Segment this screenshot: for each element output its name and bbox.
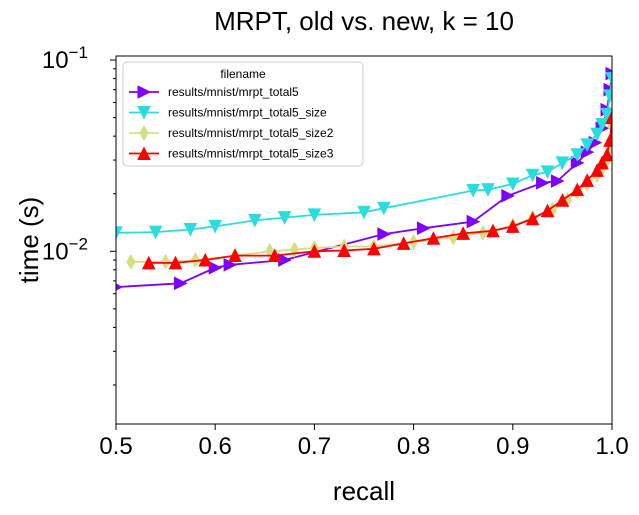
legend-marker (137, 85, 152, 99)
data-point (396, 236, 411, 250)
data-point (505, 219, 520, 233)
data-point (190, 252, 200, 269)
data-point (116, 226, 123, 240)
x-axis-label: recall (333, 476, 395, 506)
data-point (478, 224, 488, 241)
data-point (426, 231, 441, 245)
data-point (600, 147, 612, 162)
data-point (540, 203, 555, 218)
legend-entry: results/mnist/mrpt_total5_size2 (129, 124, 334, 142)
data-point (168, 255, 183, 270)
legend-label: results/mnist/mrpt_total5_size2 (168, 126, 334, 140)
data-point (466, 183, 480, 198)
x-tick-label: 0.6 (199, 433, 232, 460)
data-point (367, 241, 381, 256)
data-point (570, 148, 585, 162)
y-tick-label: 10−2 (42, 234, 88, 265)
data-point (536, 176, 550, 190)
data-point (603, 133, 612, 147)
data-point (501, 189, 515, 203)
data-point (603, 89, 612, 103)
data-point (448, 229, 458, 246)
legend-marker (137, 146, 151, 160)
data-point (357, 205, 371, 220)
data-point (173, 276, 188, 291)
series-4 (141, 110, 612, 270)
data-point (555, 156, 570, 170)
data-point (141, 255, 156, 270)
data-point (595, 118, 609, 132)
legend-entry: results/mnist/mrpt_total5_size (129, 106, 327, 120)
x-tick-label: 0.5 (99, 433, 132, 460)
data-point (148, 225, 163, 240)
x-tick-label: 0.9 (496, 433, 529, 460)
series-layer (116, 66, 612, 291)
data-point (116, 283, 124, 291)
data-point (555, 193, 570, 207)
data-point (126, 253, 136, 270)
data-point (307, 244, 322, 258)
data-point (228, 248, 242, 263)
data-point (505, 177, 520, 192)
data-point (267, 248, 282, 263)
data-point (417, 221, 431, 236)
data-point (590, 127, 604, 142)
data-point (208, 260, 223, 275)
data-point (550, 174, 565, 188)
axis-ticks: 0.5 0.6 0.7 0.8 0.9 1.0 10−2 10−1 (42, 43, 629, 460)
legend: filename results/mnist/mrpt_total5results… (122, 61, 364, 167)
series-2 (116, 72, 612, 240)
data-point (595, 155, 609, 170)
data-point (337, 243, 351, 257)
data-point (580, 173, 595, 187)
data-point (486, 223, 500, 238)
legend-label: results/mnist/mrpt_total5_size (168, 106, 327, 120)
data-point (466, 214, 481, 229)
legend-title: filename (220, 67, 266, 81)
plot-frame (115, 55, 613, 425)
legend-entry: results/mnist/mrpt_total5_size3 (129, 146, 334, 161)
data-point (456, 226, 471, 240)
data-point (161, 253, 171, 270)
data-point (570, 182, 585, 197)
data-point (377, 201, 391, 216)
legend-label: results/mnist/mrpt_total5_size3 (168, 147, 334, 161)
data-point (540, 165, 555, 180)
data-point (265, 243, 275, 260)
y-tick-label: 10−1 (42, 43, 88, 74)
data-point (590, 163, 604, 177)
data-point (525, 211, 540, 226)
x-tick-label: 0.7 (298, 433, 331, 460)
data-point (307, 208, 322, 223)
data-point (525, 168, 540, 183)
data-point (600, 107, 612, 122)
chart-title: MRPT, old vs. new, k = 10 (214, 6, 514, 36)
legend-box (122, 61, 364, 167)
legend-marker (139, 124, 149, 142)
data-point (605, 110, 612, 125)
legend-entry: results/mnist/mrpt_total5 (129, 85, 299, 99)
data-point (605, 72, 612, 86)
data-point (277, 211, 292, 225)
data-point (183, 223, 198, 237)
y-axis-label: time (s) (14, 197, 44, 284)
data-point (208, 219, 223, 234)
legend-label: results/mnist/mrpt_total5 (168, 85, 299, 99)
data-point (198, 252, 213, 267)
data-point (377, 227, 391, 241)
legend-marker (137, 106, 151, 120)
data-point (481, 183, 495, 197)
x-tick-label: 0.8 (397, 433, 430, 460)
data-point (580, 138, 595, 153)
data-point (248, 213, 262, 228)
x-tick-label: 1.0 (595, 433, 628, 460)
